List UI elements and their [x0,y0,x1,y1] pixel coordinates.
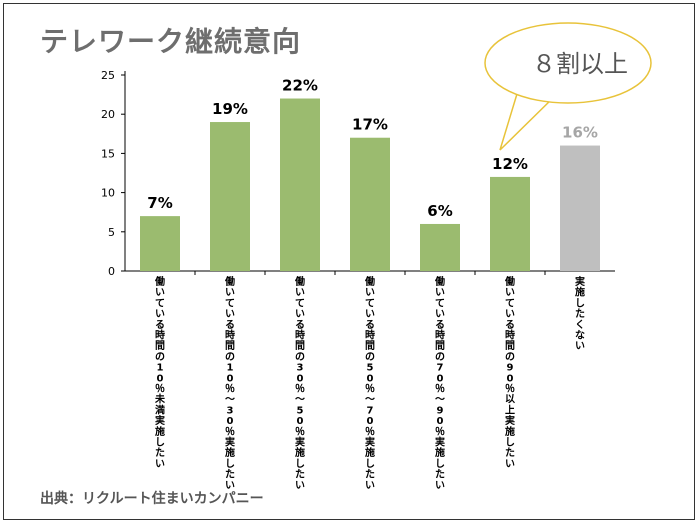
category-label: 実施したくない [575,275,585,352]
y-tick-label: 15 [101,147,115,160]
y-tick-label: 10 [101,187,115,200]
category-label: 働いている時間の 5 0 ％～ 7 0 ％実施したい [364,275,375,491]
bar [490,176,530,271]
page-title: テレワーク継続意向 [40,25,302,58]
source-note: 出典：リクルート住まいカンパニー [40,491,264,507]
data-label: 16% [562,124,598,142]
y-tick-label: 20 [101,108,115,121]
bar [140,216,180,271]
data-label: 19% [212,100,248,118]
category-label: 働いている時間の 9 0 ％以上実施したい [504,275,515,470]
bar [210,122,250,271]
bar [560,145,600,271]
category-label: 働いている時間の 3 0 ％～ 5 0 ％実施したい [294,275,305,491]
category-label: 働いている時間の 1 0 ％未満実施したい [154,275,165,470]
category-label: 働いている時間の 1 0 ％～ 3 0 ％実施したい [224,275,235,491]
data-label: 12% [492,155,528,173]
bar [420,223,460,271]
category-label: 働いている時間の 7 0 ％～ 9 0 ％実施したい [434,275,445,491]
callout-seam [523,84,553,96]
data-label: 22% [282,77,318,95]
data-label: 6% [427,202,452,220]
data-label: 17% [352,116,388,134]
data-label: 7% [147,194,172,212]
callout-bubble [484,22,652,104]
bar [280,98,320,272]
callout-text: ８割以上 [532,50,628,78]
bar [350,137,390,271]
y-tick-label: 25 [101,69,115,82]
y-tick-label: 0 [108,265,115,278]
y-tick-label: 5 [108,226,115,239]
